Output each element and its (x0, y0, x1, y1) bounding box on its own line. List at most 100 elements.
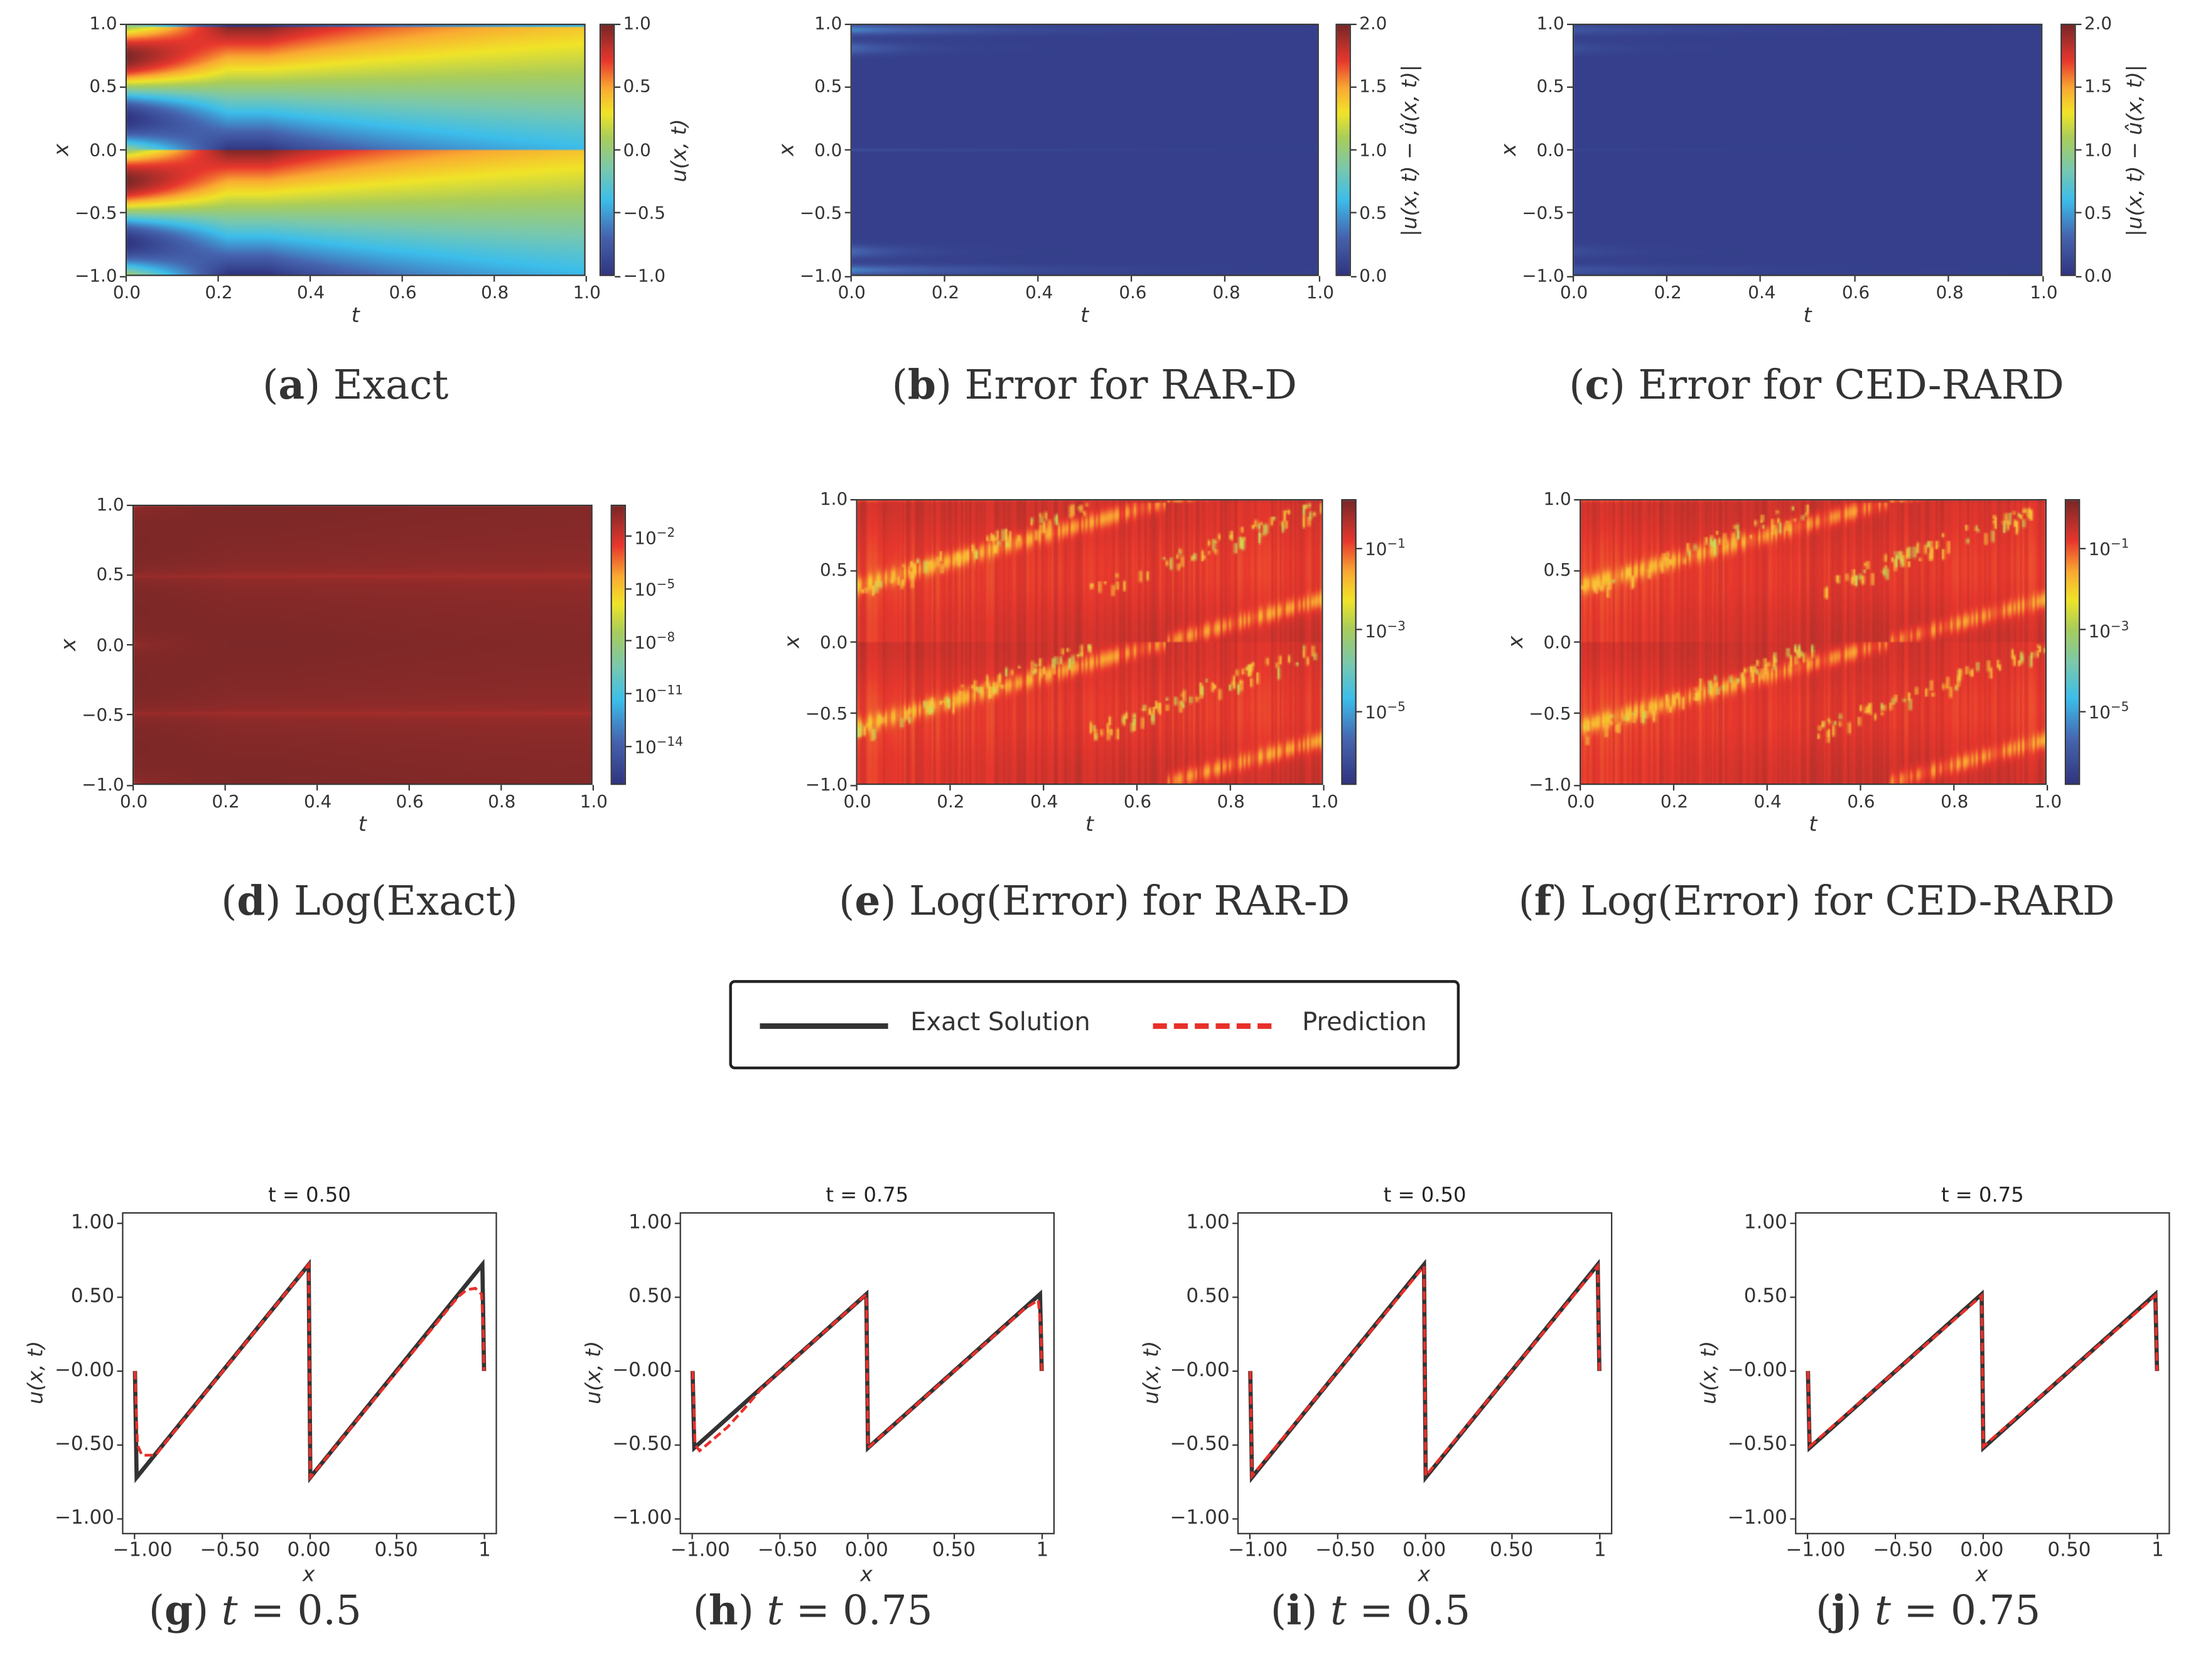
heatmap-a (125, 23, 586, 276)
x-axis-label: x (302, 1561, 315, 1587)
colorbar-tick-mark (1350, 212, 1357, 214)
caption-letter: g (164, 1586, 193, 1634)
x-tick-label: 0.4 (1753, 790, 1782, 812)
x-tick-mark (692, 1533, 694, 1539)
colorbar-tick-mark (1350, 149, 1357, 151)
colorbar-tick-base: 2.0 (2084, 12, 2113, 34)
colorbar-tick-base: 10 (1365, 620, 1387, 642)
x-tick-label: −0.50 (1873, 1539, 1933, 1562)
y-tick-mark (1574, 641, 1580, 643)
colorbar-tick-mark (626, 745, 632, 747)
y-tick-mark (1567, 275, 1573, 277)
x-tick-mark (223, 785, 225, 791)
x-tick-mark (217, 276, 218, 282)
colorbar-tick-label: 10−3 (1365, 620, 1406, 642)
x-tick-mark (124, 276, 126, 282)
y-tick-label: 1.0 (820, 488, 848, 509)
x-tick-label: 0.4 (297, 281, 325, 303)
caption-variable: t (1330, 1586, 1347, 1634)
y-tick-mark (127, 503, 132, 506)
colorbar-label: |u(x, t) − û(x, t)| (2121, 63, 2147, 236)
x-tick-mark (1424, 1533, 1426, 1539)
y-tick-mark (1232, 1444, 1238, 1446)
x-tick-label: 0.00 (1403, 1539, 1446, 1562)
colorbar-tick-mark (1350, 23, 1357, 24)
colorbar-tick-label: 10−2 (634, 527, 675, 547)
colorbar-tick-mark (2076, 275, 2082, 277)
caption-text: Log(Exact) (294, 876, 518, 925)
plot-title: t = 0.75 (1941, 1185, 2024, 1208)
y-tick-mark (1574, 713, 1580, 714)
x-tick-mark (591, 785, 593, 791)
colorbar-tick-base: 0.5 (2084, 202, 2113, 223)
heatmap-d (132, 504, 593, 785)
x-tick-label: 1.0 (1310, 790, 1338, 812)
x-tick-label: 0.8 (1936, 281, 1964, 303)
y-tick-label: 1.0 (814, 12, 843, 34)
caption-letter: a (278, 361, 305, 409)
y-tick-mark (1567, 23, 1573, 24)
colorbar-tick-base: 10 (2088, 620, 2111, 642)
y-tick-label: −0.50 (1170, 1433, 1230, 1457)
colorbar-tick-label: 10−1 (2089, 539, 2129, 559)
colorbar-tick-exponent: −8 (656, 631, 676, 646)
x-tick-label: 0.50 (1490, 1539, 1534, 1562)
colorbar-tick-mark (1356, 547, 1362, 549)
colorbar-tick-base: 10 (634, 684, 657, 706)
x-tick-mark (2042, 276, 2043, 282)
x-tick-label: 0.8 (1212, 281, 1241, 303)
colorbar-tick-label: 10−11 (634, 684, 683, 706)
caption-letter: i (1286, 1586, 1302, 1634)
x-axis-label: t (1809, 811, 1817, 837)
caption-f: (f) Log(Error) for CED-RARD (1518, 876, 2115, 925)
caption-variable: t (221, 1586, 238, 1634)
colorbar-tick-base: −1.0 (623, 264, 666, 286)
prediction-line (691, 1291, 1043, 1453)
x-tick-label: 0.2 (205, 281, 233, 303)
y-tick-mark (127, 714, 132, 716)
caption-letter: f (1534, 876, 1552, 925)
y-tick-label: 0.50 (70, 1286, 115, 1308)
y-tick-mark (127, 784, 132, 786)
x-tick-label: 0.8 (488, 790, 516, 812)
x-tick-mark (849, 276, 851, 282)
x-tick-mark (134, 1533, 136, 1539)
colorbar-tick-base: 0.0 (1359, 264, 1387, 286)
y-axis-label: u(x, t) (1696, 1340, 1721, 1404)
y-tick-mark (119, 86, 126, 88)
y-tick-mark (850, 641, 856, 643)
colorbar-tick-base: 0.0 (2084, 264, 2113, 286)
y-tick-label: −1.0 (75, 264, 117, 286)
x-tick-label: −1.00 (670, 1539, 730, 1562)
y-tick-label: 1.00 (1743, 1212, 1787, 1235)
caption-c: (c) Error for CED-RARD (1569, 361, 2064, 409)
y-tick-mark (119, 149, 126, 151)
colorbar-tick-mark (2080, 547, 2086, 549)
y-tick-mark (117, 1444, 123, 1446)
line-plot-h (679, 1212, 1055, 1534)
colorbar-tick-base: 0.5 (623, 75, 651, 97)
x-tick-mark (1853, 276, 1856, 282)
colorbar-tick-mark (1350, 275, 1357, 277)
colorbar-tick-exponent: −3 (1387, 620, 1406, 634)
x-tick-mark (1598, 1533, 1600, 1539)
x-tick-label: 1.0 (579, 790, 608, 812)
x-tick-label: 1.0 (2034, 790, 2062, 812)
y-tick-label: 0.50 (1186, 1286, 1230, 1308)
y-tick-mark (1574, 784, 1580, 786)
colorbar-tick-mark (626, 640, 632, 642)
line-plot-j (1795, 1212, 2170, 1534)
x-tick-mark (2156, 1533, 2158, 1539)
colorbar-tick-label: 10−5 (1365, 703, 1406, 722)
colorbar-tick-exponent: −1 (1387, 538, 1406, 552)
y-axis-label: u(x, t) (580, 1340, 606, 1404)
x-axis-label: x (1975, 1561, 1988, 1587)
colorbar-tick-exponent: −5 (1387, 701, 1406, 716)
colorbar-tick-mark (2076, 86, 2082, 88)
colorbar-tick-label: 10−14 (634, 737, 683, 757)
y-tick-mark (1232, 1296, 1238, 1298)
x-tick-label: 0.2 (212, 790, 240, 812)
x-tick-mark (493, 276, 495, 282)
x-tick-label: 0.50 (932, 1539, 976, 1562)
y-tick-label: −1.0 (82, 773, 124, 795)
